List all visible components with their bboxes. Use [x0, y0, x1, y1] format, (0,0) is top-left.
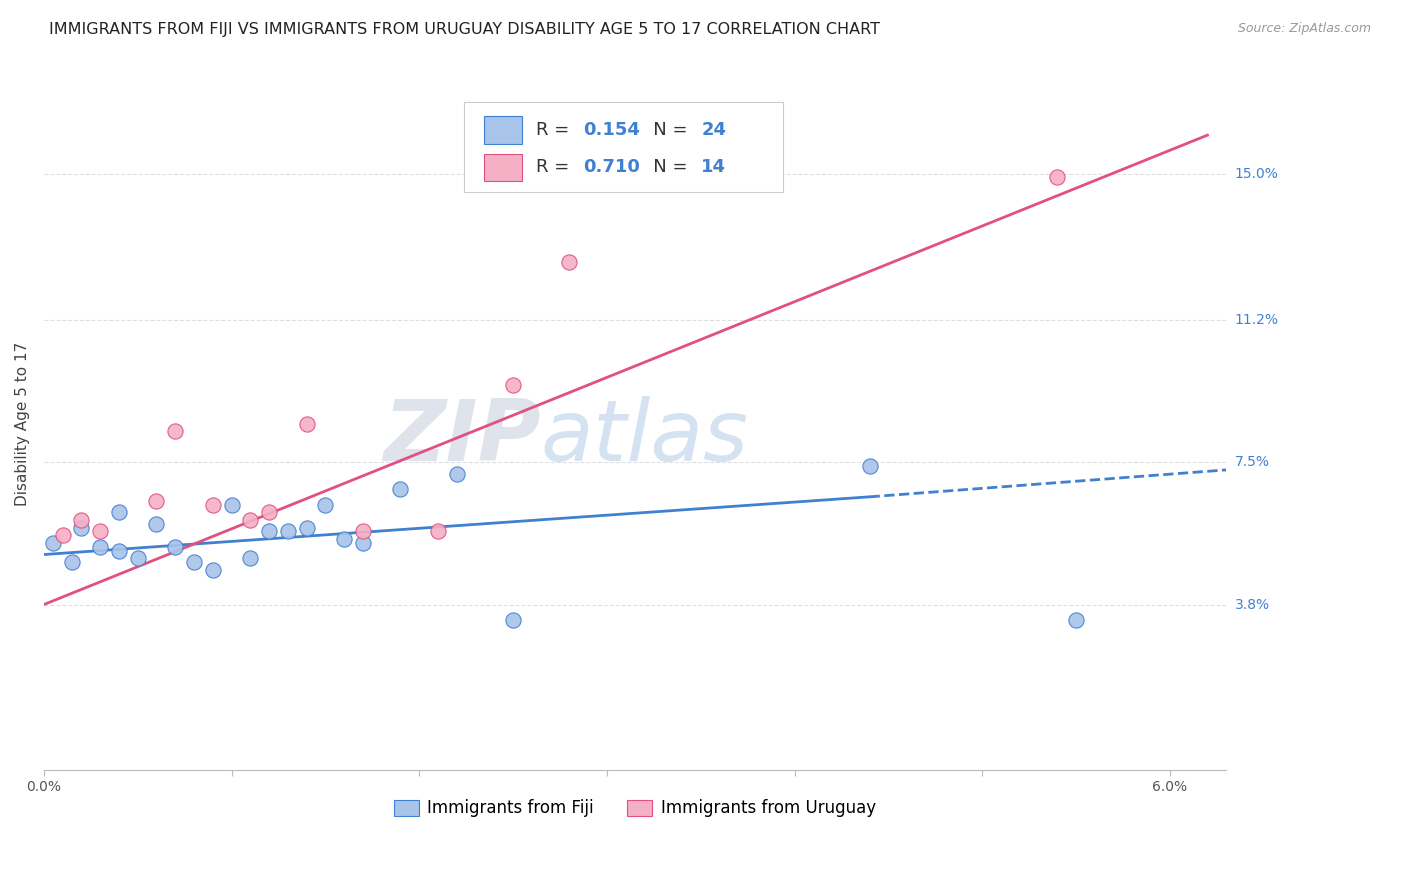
- Point: [60, 555, 83, 569]
- Point: [201, 563, 224, 577]
- Text: 3.8%: 3.8%: [1234, 598, 1270, 612]
- Text: R =: R =: [536, 159, 575, 177]
- Point: [389, 482, 412, 496]
- Text: 15.0%: 15.0%: [1234, 167, 1278, 180]
- Text: 7.5%: 7.5%: [1234, 455, 1270, 469]
- Point: [239, 513, 262, 527]
- Text: 0.710: 0.710: [583, 159, 640, 177]
- Text: N =: N =: [637, 121, 693, 139]
- Point: [108, 505, 131, 519]
- Point: [89, 540, 111, 554]
- FancyBboxPatch shape: [484, 153, 522, 181]
- Point: [1064, 613, 1087, 627]
- Point: [314, 498, 336, 512]
- Text: R =: R =: [536, 121, 575, 139]
- Point: [502, 378, 524, 392]
- Point: [502, 613, 524, 627]
- Point: [446, 467, 468, 481]
- Text: 24: 24: [702, 121, 727, 139]
- Point: [295, 520, 318, 534]
- Point: [165, 540, 187, 554]
- Point: [1046, 170, 1069, 185]
- Text: ZIP: ZIP: [382, 396, 540, 479]
- FancyBboxPatch shape: [484, 116, 522, 144]
- Point: [201, 498, 224, 512]
- Point: [42, 536, 65, 550]
- Point: [558, 255, 581, 269]
- Point: [70, 513, 93, 527]
- Point: [52, 528, 75, 542]
- Point: [352, 524, 374, 539]
- Point: [239, 551, 262, 566]
- Point: [127, 551, 149, 566]
- Point: [108, 543, 131, 558]
- Point: [257, 524, 280, 539]
- Point: [427, 524, 450, 539]
- Point: [145, 493, 167, 508]
- Text: 14: 14: [702, 159, 727, 177]
- Point: [70, 520, 93, 534]
- Text: Source: ZipAtlas.com: Source: ZipAtlas.com: [1237, 22, 1371, 36]
- Legend: Immigrants from Fiji, Immigrants from Uruguay: Immigrants from Fiji, Immigrants from Ur…: [388, 793, 883, 824]
- Text: atlas: atlas: [540, 396, 748, 479]
- Text: IMMIGRANTS FROM FIJI VS IMMIGRANTS FROM URUGUAY DISABILITY AGE 5 TO 17 CORRELATI: IMMIGRANTS FROM FIJI VS IMMIGRANTS FROM …: [49, 22, 880, 37]
- Point: [221, 498, 243, 512]
- Point: [859, 458, 882, 473]
- Point: [295, 417, 318, 431]
- Point: [183, 555, 205, 569]
- Point: [145, 516, 167, 531]
- Text: N =: N =: [637, 159, 693, 177]
- FancyBboxPatch shape: [464, 102, 783, 192]
- Point: [257, 505, 280, 519]
- Text: 11.2%: 11.2%: [1234, 313, 1278, 326]
- Point: [277, 524, 299, 539]
- Point: [352, 536, 374, 550]
- Point: [333, 532, 356, 546]
- Text: 0.154: 0.154: [583, 121, 640, 139]
- Point: [165, 425, 187, 439]
- Point: [89, 524, 111, 539]
- Y-axis label: Disability Age 5 to 17: Disability Age 5 to 17: [15, 342, 30, 506]
